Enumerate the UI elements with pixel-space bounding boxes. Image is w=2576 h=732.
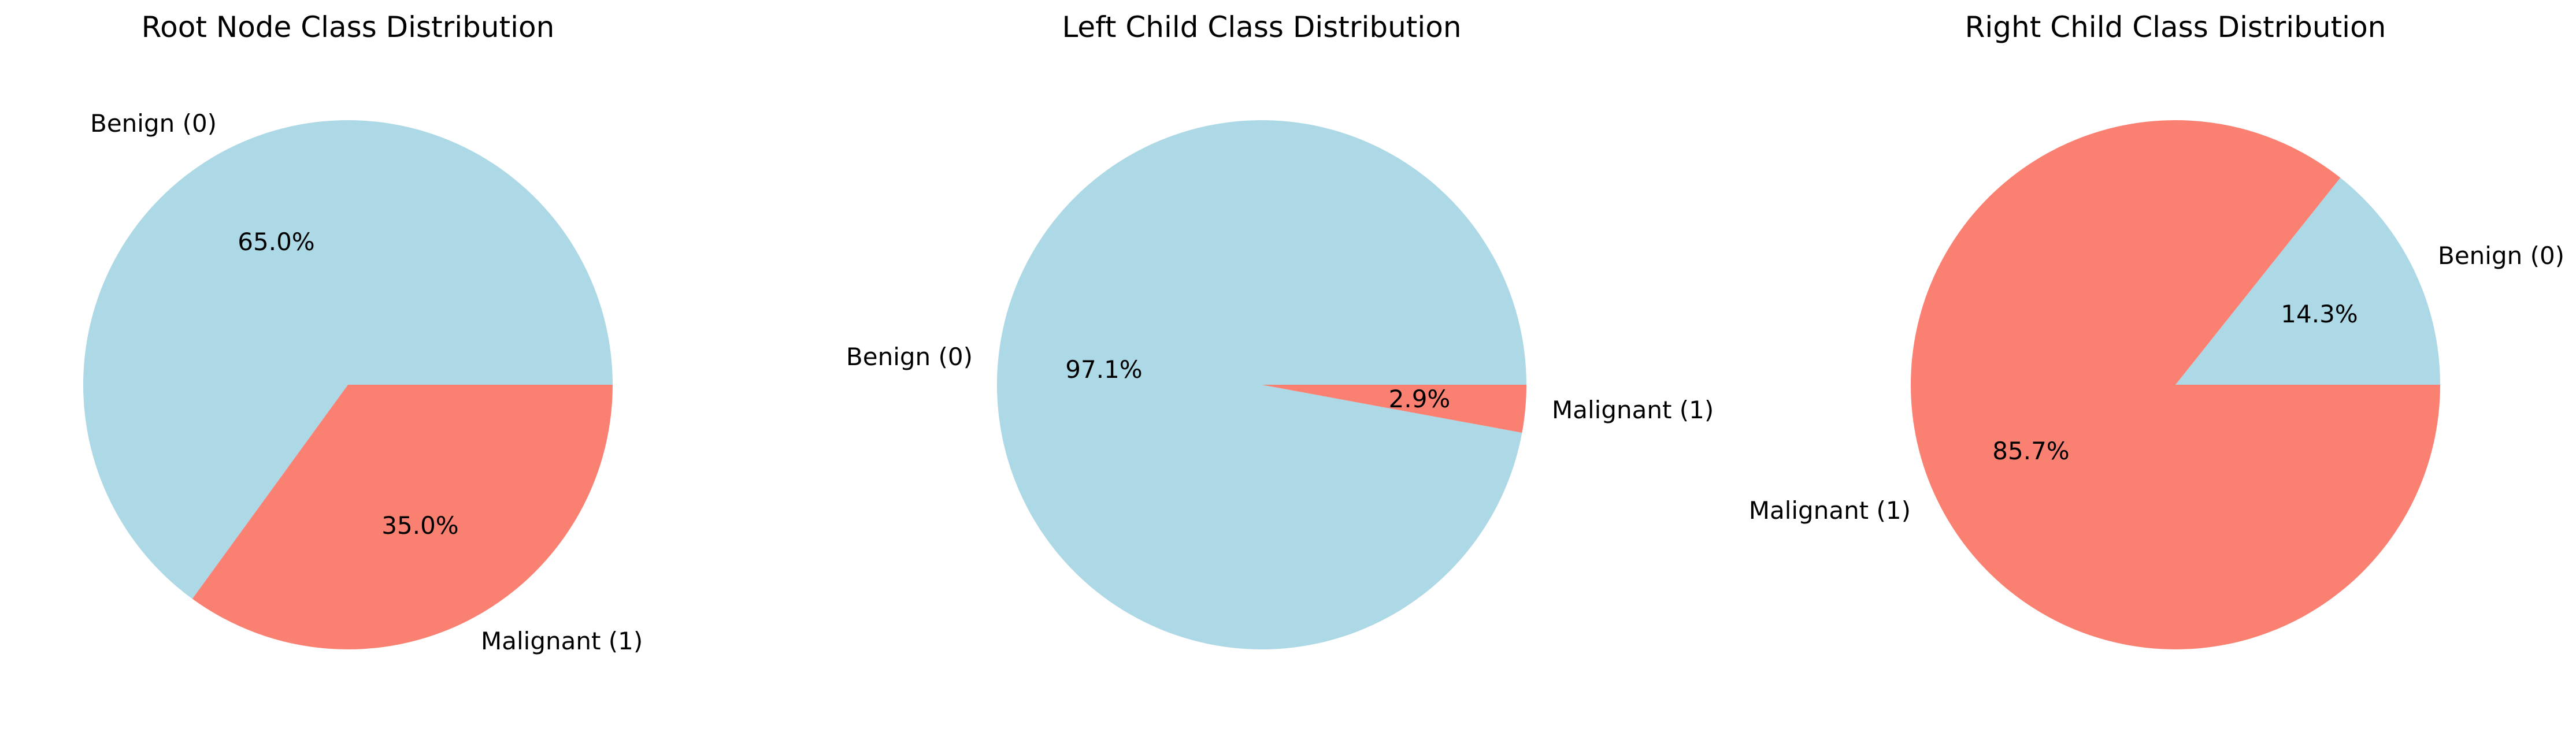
root-node-malignant-slice <box>192 385 613 649</box>
root-node-pie <box>83 120 613 649</box>
root-node-benign-slice <box>83 120 613 599</box>
right-child-pie <box>1911 120 2440 650</box>
left-child-malignant-slice <box>1262 385 1526 433</box>
right-child-benign-slice <box>2175 177 2440 385</box>
root-node-panel: Root Node Class Distribution Benign (0) … <box>83 10 643 655</box>
right-child-malignant-pct: 85.7% <box>1992 437 2069 465</box>
left-child-malignant-pct: 2.9% <box>1389 385 1451 413</box>
left-child-benign-pct: 97.1% <box>1065 355 1142 384</box>
left-child-benign-label: Benign (0) <box>846 343 973 371</box>
left-child-malignant-label: Malignant (1) <box>1552 396 1714 424</box>
left-child-pie <box>997 120 1526 650</box>
root-node-malignant-label: Malignant (1) <box>481 627 643 655</box>
left-child-benign-slice <box>997 120 1526 650</box>
right-child-panel: Right Child Class Distribution Benign (0… <box>1749 10 2564 650</box>
right-child-benign-pct: 14.3% <box>2281 300 2358 328</box>
left-child-panel: Left Child Class Distribution Benign (0)… <box>846 10 1714 650</box>
right-child-malignant-slice <box>1911 120 2440 650</box>
left-child-title: Left Child Class Distribution <box>1062 10 1461 44</box>
right-child-benign-label: Benign (0) <box>2438 241 2564 270</box>
root-node-title: Root Node Class Distribution <box>142 10 555 44</box>
right-child-malignant-label: Malignant (1) <box>1749 496 1911 525</box>
right-child-title: Right Child Class Distribution <box>1965 10 2386 44</box>
root-node-benign-label: Benign (0) <box>90 109 217 138</box>
root-node-malignant-pct: 35.0% <box>381 511 458 540</box>
root-node-benign-pct: 65.0% <box>238 228 314 256</box>
